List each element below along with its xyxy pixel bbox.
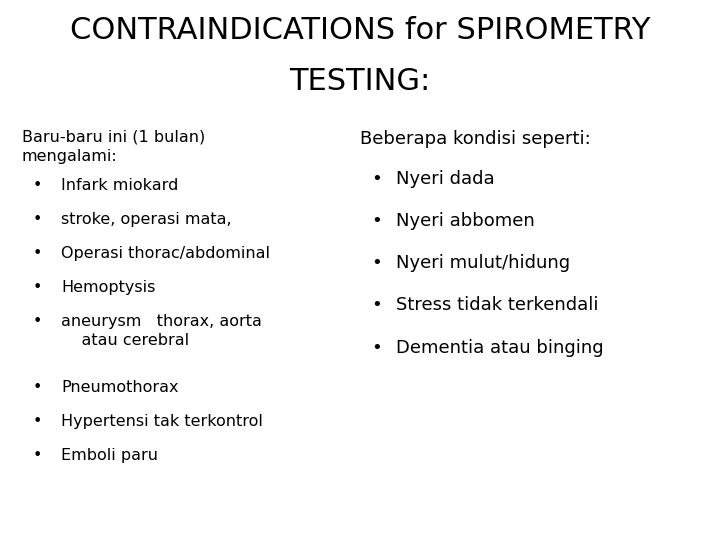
Text: •: •	[32, 178, 42, 193]
Text: Hemoptysis: Hemoptysis	[61, 280, 156, 295]
Text: Nyeri dada: Nyeri dada	[396, 170, 495, 188]
Text: •: •	[371, 212, 382, 230]
Text: Nyeri abbomen: Nyeri abbomen	[396, 212, 535, 230]
Text: Dementia atau binging: Dementia atau binging	[396, 339, 603, 356]
Text: •: •	[32, 246, 42, 261]
Text: Pneumothorax: Pneumothorax	[61, 380, 179, 395]
Text: •: •	[371, 296, 382, 314]
Text: •: •	[371, 254, 382, 272]
Text: CONTRAINDICATIONS for SPIROMETRY: CONTRAINDICATIONS for SPIROMETRY	[70, 16, 650, 45]
Text: •: •	[32, 280, 42, 295]
Text: •: •	[32, 448, 42, 463]
Text: •: •	[371, 170, 382, 188]
Text: Nyeri mulut/hidung: Nyeri mulut/hidung	[396, 254, 570, 272]
Text: •: •	[32, 212, 42, 227]
Text: stroke, operasi mata,: stroke, operasi mata,	[61, 212, 232, 227]
Text: •: •	[32, 414, 42, 429]
Text: Infark miokard: Infark miokard	[61, 178, 179, 193]
Text: •: •	[32, 314, 42, 329]
Text: Beberapa kondisi seperti:: Beberapa kondisi seperti:	[360, 130, 590, 147]
Text: Baru-baru ini (1 bulan)
mengalami:: Baru-baru ini (1 bulan) mengalami:	[22, 130, 205, 164]
Text: aneurysm   thorax, aorta
    atau cerebral: aneurysm thorax, aorta atau cerebral	[61, 314, 262, 348]
Text: •: •	[32, 380, 42, 395]
Text: •: •	[371, 339, 382, 356]
Text: Emboli paru: Emboli paru	[61, 448, 158, 463]
Text: Operasi thorac/abdominal: Operasi thorac/abdominal	[61, 246, 270, 261]
Text: Hypertensi tak terkontrol: Hypertensi tak terkontrol	[61, 414, 263, 429]
Text: Stress tidak terkendali: Stress tidak terkendali	[396, 296, 598, 314]
Text: TESTING:: TESTING:	[289, 68, 431, 97]
